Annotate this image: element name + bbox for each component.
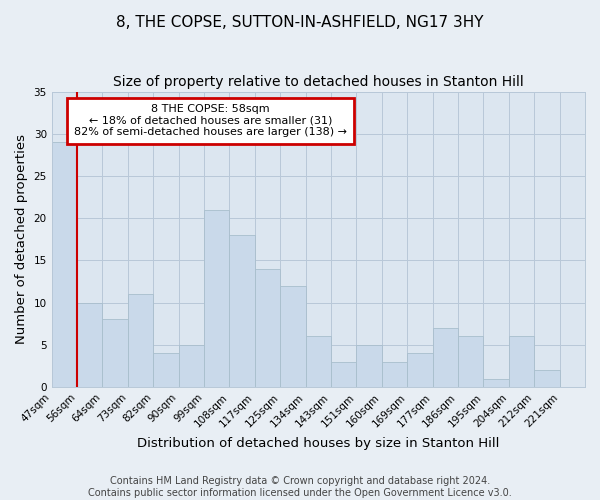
- Title: Size of property relative to detached houses in Stanton Hill: Size of property relative to detached ho…: [113, 75, 524, 89]
- Bar: [77, 302, 103, 387]
- Bar: [179, 344, 204, 387]
- Bar: [52, 142, 77, 387]
- Bar: [356, 344, 382, 387]
- Bar: [509, 336, 534, 387]
- X-axis label: Distribution of detached houses by size in Stanton Hill: Distribution of detached houses by size …: [137, 437, 500, 450]
- Bar: [331, 362, 356, 387]
- Bar: [305, 336, 331, 387]
- Bar: [204, 210, 229, 387]
- Text: 8 THE COPSE: 58sqm
← 18% of detached houses are smaller (31)
82% of semi-detache: 8 THE COPSE: 58sqm ← 18% of detached hou…: [74, 104, 347, 138]
- Y-axis label: Number of detached properties: Number of detached properties: [15, 134, 28, 344]
- Bar: [407, 353, 433, 387]
- Bar: [103, 320, 128, 387]
- Bar: [484, 378, 509, 387]
- Bar: [280, 286, 305, 387]
- Bar: [153, 353, 179, 387]
- Bar: [458, 336, 484, 387]
- Bar: [128, 294, 153, 387]
- Bar: [382, 362, 407, 387]
- Text: Contains HM Land Registry data © Crown copyright and database right 2024.
Contai: Contains HM Land Registry data © Crown c…: [88, 476, 512, 498]
- Bar: [229, 235, 255, 387]
- Bar: [255, 269, 280, 387]
- Text: 8, THE COPSE, SUTTON-IN-ASHFIELD, NG17 3HY: 8, THE COPSE, SUTTON-IN-ASHFIELD, NG17 3…: [116, 15, 484, 30]
- Bar: [433, 328, 458, 387]
- Bar: [534, 370, 560, 387]
